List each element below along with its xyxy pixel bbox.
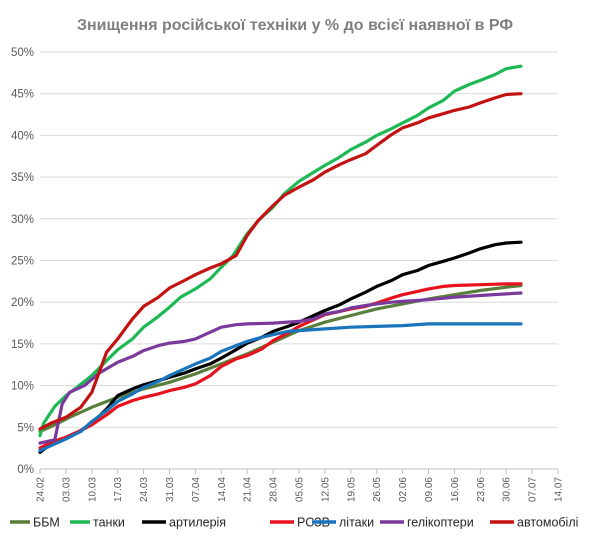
y-tick-label: 35% <box>11 172 34 184</box>
x-tick-label: 21.04 <box>243 477 254 502</box>
y-tick-label: 25% <box>11 256 34 268</box>
x-tick-label: 07.07 <box>528 477 539 502</box>
series-line <box>38 64 523 438</box>
series-line <box>38 291 523 445</box>
legend-label: літаки <box>339 516 374 530</box>
y-tick-label: 50% <box>11 47 34 59</box>
series-line <box>38 92 523 431</box>
y-tick-label: 20% <box>11 297 34 309</box>
legend-label: танки <box>93 516 125 530</box>
y-tick-label: 45% <box>11 89 34 101</box>
x-tick-label: 14.04 <box>217 477 228 502</box>
x-tick-label: 24.02 <box>36 477 47 502</box>
x-tick-label: 19.05 <box>346 477 357 502</box>
legend-label: ББМ <box>33 516 60 530</box>
x-tick-label: 24.03 <box>139 477 150 502</box>
grid-layer <box>40 51 558 470</box>
x-tick-label: 17.03 <box>113 477 124 502</box>
x-tick-label: 05.05 <box>295 477 306 502</box>
y-tick-label: 15% <box>11 339 34 351</box>
x-tick-label: 16.06 <box>450 477 461 502</box>
legend: ББМтанкиартилеріяРСЗВлітакигелікоптериав… <box>10 516 578 530</box>
y-tick-label: 40% <box>11 130 34 142</box>
x-tick-label: 02.06 <box>398 477 409 502</box>
x-tick-label: 14.07 <box>554 477 565 502</box>
x-tick-label: 30.06 <box>502 477 513 502</box>
x-tick-label: 23.06 <box>476 477 487 502</box>
y-tick-label: 30% <box>11 214 34 226</box>
chart-title: Знищення російської техніки у % до всієї… <box>77 17 513 34</box>
x-tick-label: 26.05 <box>372 477 383 502</box>
legend-label: автомобілі <box>517 516 578 530</box>
axis-layer: 0% 5% 10% 15% 20% 25% 30% 35% 40% 45% 50% 24.02 03.0… <box>11 47 565 502</box>
series-line <box>38 282 523 450</box>
series-line <box>38 322 523 453</box>
y-tick-label: 10% <box>11 381 34 393</box>
y-tick-label: 0% <box>17 464 34 476</box>
y-tick-label: 5% <box>17 422 34 434</box>
series-layer <box>38 64 523 454</box>
x-tick-label: 31.03 <box>165 477 176 502</box>
x-tick-label: 07.04 <box>191 477 202 502</box>
x-tick-label: 10.03 <box>87 477 98 502</box>
x-tick-label: 28.04 <box>269 477 280 502</box>
legend-label: гелікоптери <box>407 516 474 530</box>
series-line <box>38 240 523 454</box>
x-tick-label: 09.06 <box>424 477 435 502</box>
x-tick-label: 12.05 <box>320 477 331 502</box>
x-tick-label: 03.03 <box>61 477 72 502</box>
legend-label: артилерія <box>169 516 226 530</box>
